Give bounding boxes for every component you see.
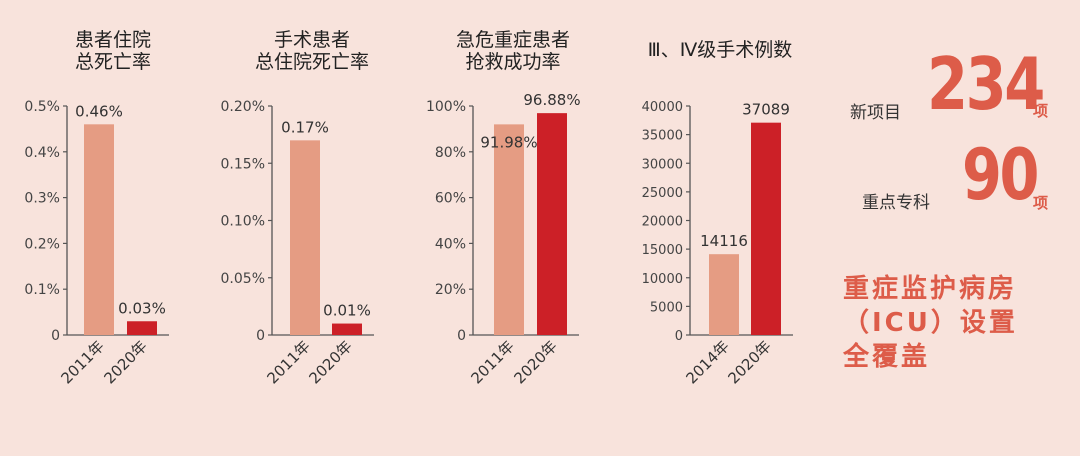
y-tick-label: 35000 [642,129,683,144]
y-tick-label: 0.15% [221,156,265,172]
chart-title-line: 急危重症患者 [456,29,570,51]
y-tick-label: 40% [435,236,466,252]
icu-line-2: （ICU）设置 [843,308,1018,338]
y-tick-label: 10000 [642,272,683,287]
new-projects-unit: 项 [1033,102,1049,120]
y-tick-label: 0 [51,328,60,344]
x-tick-label: 2020年 [510,337,560,387]
key-specialties-value: 90 [962,134,1039,216]
x-tick-label: 2011年 [57,337,107,387]
y-tick-label: 5000 [650,300,683,315]
chart-title-line: 总死亡率 [75,51,151,73]
y-tick-label: 0.4% [24,145,60,161]
bar [494,124,524,335]
y-tick-label: 0.05% [221,271,265,287]
y-tick-label: 0.20% [221,99,265,115]
y-tick-label: 0.10% [221,214,265,230]
x-tick-label: 2014年 [682,337,732,387]
key-specialties-label: 重点专科 [862,193,930,213]
x-tick-label: 2020年 [305,337,355,387]
bar [537,113,567,335]
x-tick-label: 2011年 [263,337,313,387]
y-tick-label: 60% [435,191,466,207]
y-tick-label: 0.5% [24,99,60,115]
y-tick-label: 100% [426,99,466,115]
y-tick-label: 40000 [642,100,683,115]
bar-value-label: 0.46% [75,102,123,120]
bar-value-label: 0.17% [281,118,329,136]
chart-title-line: 患者住院 [75,29,151,51]
y-tick-label: 15000 [642,243,683,258]
icu-coverage-text: 重症监护病房 （ICU）设置 全覆盖 [843,272,1073,374]
icu-line-1: 重症监护病房 [843,274,1018,304]
y-tick-label: 0 [457,328,466,344]
y-tick-label: 20000 [642,215,683,230]
x-tick-label: 2020年 [100,337,150,387]
y-tick-label: 0.1% [24,282,60,298]
bar-value-label: 0.01% [323,302,371,320]
bar [127,321,157,335]
bar [751,122,781,336]
y-tick-label: 0 [675,329,683,344]
y-tick-label: 0 [256,328,265,344]
bar-value-label: 96.88% [523,91,580,109]
x-tick-label: 2020年 [724,337,774,387]
icu-line-3: 全覆盖 [843,342,931,372]
chart-title-line: 手术患者 [274,29,350,51]
y-tick-label: 0.3% [24,191,60,207]
bar [709,254,739,335]
bar [290,140,320,335]
y-tick-label: 25000 [642,186,683,201]
bar-value-label: 91.98% [480,133,537,151]
y-tick-label: 0.2% [24,236,60,252]
chart-title-line: Ⅲ、Ⅳ级手术例数 [648,39,793,61]
new-projects-value: 234 [927,42,1045,126]
bar-value-label: 14116 [700,232,748,250]
y-tick-label: 20% [435,282,466,298]
bar-value-label: 0.03% [118,299,166,317]
x-tick-label: 2011年 [467,337,517,387]
bar [84,124,114,335]
bar-value-label: 37089 [742,101,790,119]
y-tick-label: 30000 [642,157,683,172]
new-projects-label: 新项目 [850,103,901,123]
bar [332,323,362,335]
key-specialties-unit: 项 [1033,194,1049,212]
chart-title-line: 抢救成功率 [465,51,560,73]
y-tick-label: 80% [435,145,466,161]
chart-title-line: 总住院死亡率 [255,51,369,73]
